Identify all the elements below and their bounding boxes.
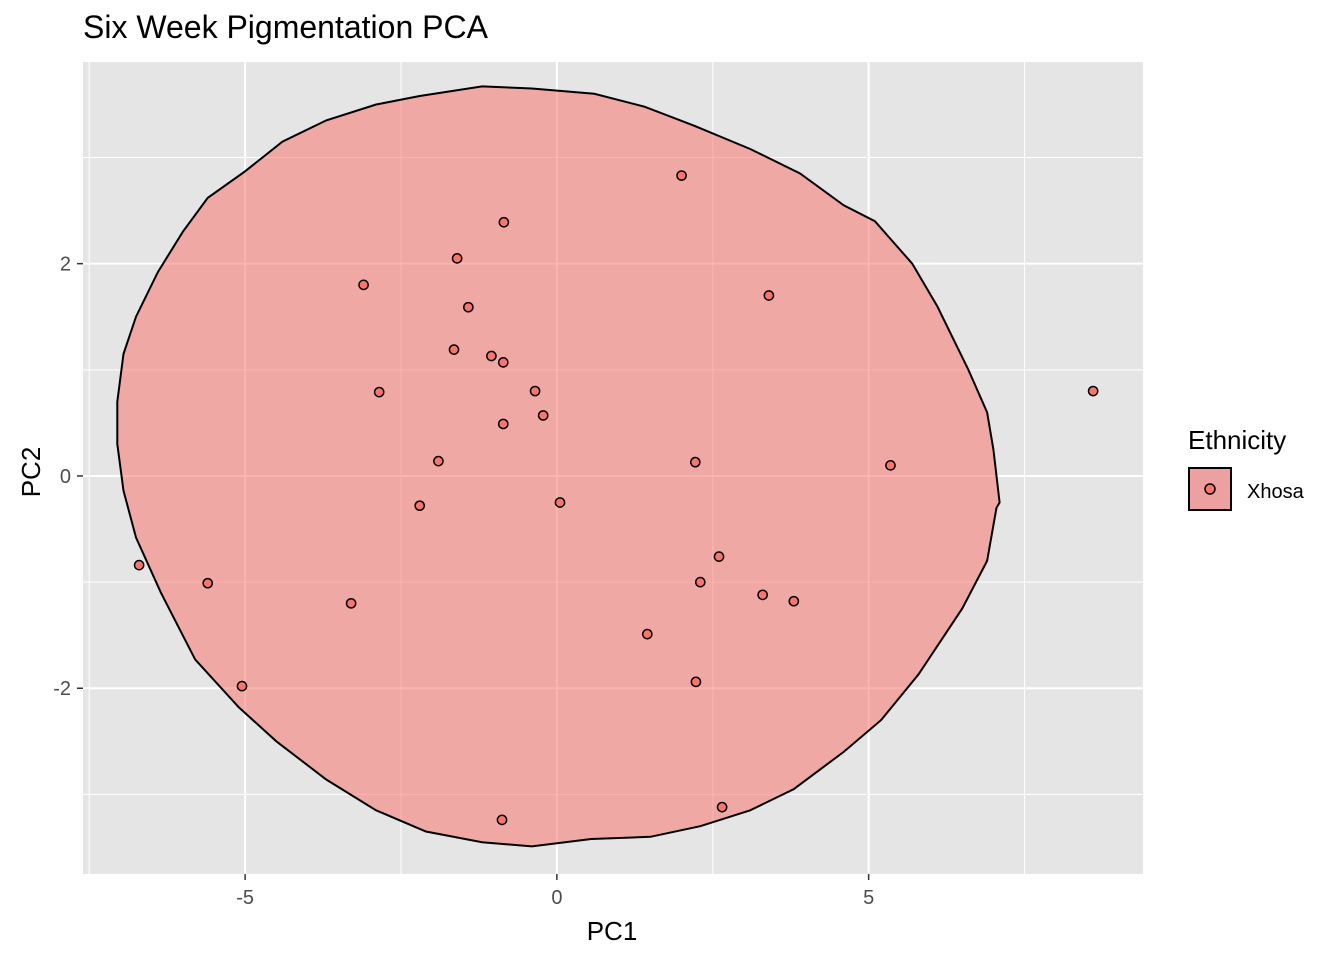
data-point (451, 253, 463, 264)
x-axis-ticks: -5 0 5 (236, 874, 874, 909)
data-point (236, 680, 248, 692)
data-point (345, 597, 357, 609)
data-points (133, 170, 1099, 826)
data-point (689, 456, 701, 468)
y-tick-label: 0 (60, 466, 71, 488)
chart-title: Six Week Pigmentation PCA (83, 9, 489, 45)
data-point (641, 628, 653, 640)
data-point (690, 676, 702, 688)
data-point (448, 344, 460, 355)
data-point (885, 459, 896, 471)
data-point (763, 290, 775, 301)
legend-title: Ethnicity (1188, 425, 1286, 455)
y-axis-ticks: -2 0 2 (53, 254, 83, 700)
x-tick-label: 0 (551, 887, 562, 909)
data-point (433, 455, 444, 467)
data-point (537, 410, 549, 421)
data-point (498, 216, 510, 228)
data-point (202, 577, 214, 589)
data-point (133, 559, 145, 571)
data-point (716, 801, 728, 813)
data-point (462, 301, 474, 313)
data-point (414, 500, 426, 512)
data-point (757, 589, 768, 601)
data-point (713, 551, 725, 562)
y-tick-label: -2 (53, 678, 71, 700)
data-point (1087, 385, 1099, 397)
data-point (694, 576, 706, 588)
y-tick-label: 2 (60, 254, 71, 276)
x-tick-label: -5 (236, 887, 254, 909)
legend-point-icon (1204, 483, 1216, 495)
x-axis-title: PC1 (587, 916, 638, 946)
legend: Ethnicity Xhosa (1188, 425, 1305, 511)
data-point (486, 350, 497, 362)
data-point (676, 170, 687, 181)
data-point (529, 385, 541, 397)
data-point (497, 418, 509, 430)
data-point (373, 386, 385, 398)
data-point (497, 357, 509, 368)
data-point (788, 595, 800, 607)
data-point (496, 814, 508, 826)
confidence-ellipse (116, 85, 1001, 848)
data-point (554, 497, 566, 508)
x-tick-label: 5 (863, 887, 874, 909)
legend-label-xhosa: Xhosa (1247, 481, 1305, 503)
data-point (358, 279, 369, 291)
y-axis-title: PC2 (16, 447, 46, 498)
